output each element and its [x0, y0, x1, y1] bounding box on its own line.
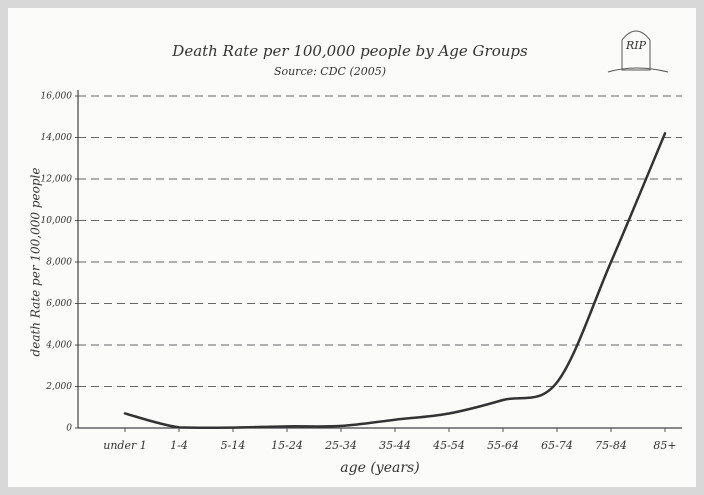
- y-tick-label: 2,000: [45, 382, 72, 392]
- chart-title: Death Rate per 100,000 people by Age Gro…: [171, 42, 528, 60]
- svg-text:RIP: RIP: [625, 39, 647, 52]
- y-tick-label: 14,000: [41, 133, 73, 143]
- x-tick-label: 35-44: [379, 439, 411, 452]
- y-tick-label: 16,000: [41, 92, 73, 102]
- y-tick-label: 8,000: [46, 258, 72, 268]
- chart: Death Rate per 100,000 people by Age Gro…: [0, 0, 704, 495]
- y-tick-label: 12,000: [41, 175, 73, 185]
- paper: [8, 8, 696, 487]
- x-tick-label: 75-84: [595, 439, 627, 452]
- x-tick-label: 65-74: [541, 439, 573, 452]
- x-tick-label: 5-14: [221, 439, 246, 452]
- y-tick-label: 0: [66, 424, 72, 434]
- x-tick-label: 25-34: [324, 439, 357, 452]
- x-tick-label: 45-54: [432, 439, 465, 452]
- x-tick-label: 55-64: [487, 439, 519, 452]
- x-tick-label: 15-24: [271, 439, 303, 452]
- x-tick-label: 85+: [653, 439, 676, 452]
- x-axis-label: age (years): [340, 460, 419, 476]
- y-tick-label: 10,000: [41, 216, 73, 226]
- x-tick-label: under 1: [103, 439, 146, 452]
- chart-subtitle: Source: CDC (2005): [274, 65, 386, 78]
- y-tick-label: 6,000: [46, 299, 72, 309]
- x-tick-label: 1-4: [170, 439, 188, 452]
- y-axis-label: death Rate per 100,000 people: [29, 168, 43, 357]
- y-tick-label: 4,000: [45, 341, 72, 351]
